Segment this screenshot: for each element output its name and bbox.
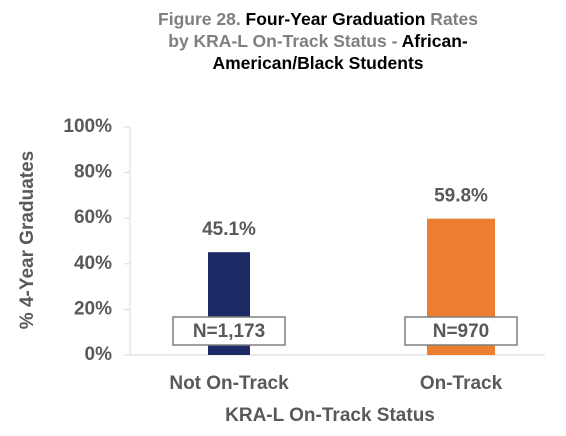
chart-title: Figure 28. Four-Year Graduation Rates by… [150, 8, 486, 74]
y-tick-label: 40% [74, 253, 112, 274]
title-part: Rates by KRA-L On-Track Status - [168, 9, 478, 51]
y-tick-label: 20% [74, 298, 112, 319]
title-part: Figure 28. [158, 9, 246, 29]
value-label: 45.1% [202, 219, 256, 240]
annotation-box [172, 316, 286, 346]
x-tick-label: Not On-Track [169, 373, 289, 394]
x-axis-title: KRA-L On-Track Status [225, 405, 435, 426]
y-tick-label: 60% [74, 207, 112, 228]
y-tick-label: 0% [85, 344, 113, 365]
y-tick-label: 80% [74, 162, 112, 183]
annotation: N=970 [433, 321, 490, 342]
annotation: N=1,173 [193, 321, 265, 342]
y-tick-label: 100% [63, 116, 112, 137]
y-axis-title: % 4-Year Graduates [17, 151, 38, 329]
annotation-box [404, 316, 518, 346]
value-label: 59.8% [434, 186, 488, 207]
title-part: Four-Year Graduation [245, 9, 426, 29]
x-tick-label: On-Track [420, 373, 503, 394]
title-part: African-American/Black Students [212, 31, 468, 73]
